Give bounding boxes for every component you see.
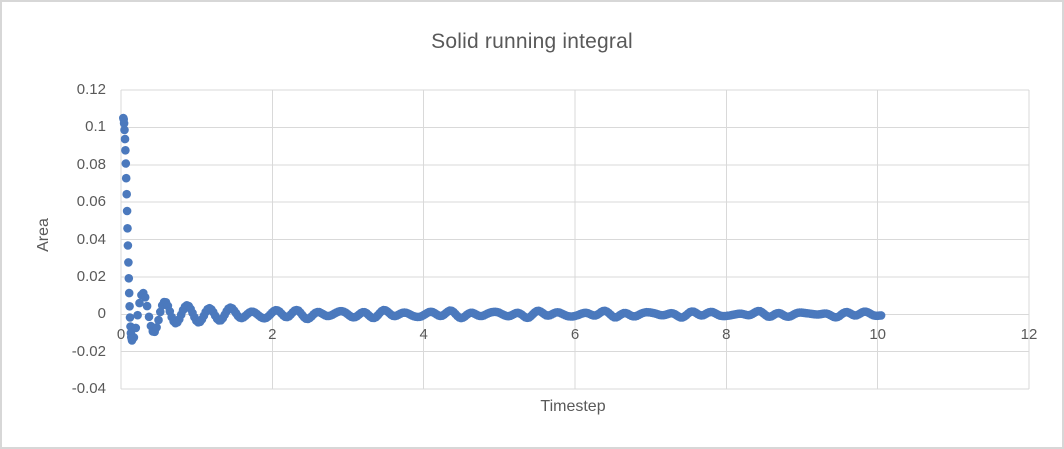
y-tick-label: 0.08 xyxy=(76,155,106,173)
y-tick-label: 0.06 xyxy=(76,193,106,211)
x-tick-label: 8 xyxy=(722,326,731,343)
data-point xyxy=(129,333,139,342)
data-point xyxy=(123,241,133,250)
data-point xyxy=(121,146,130,155)
data-point xyxy=(124,274,134,283)
x-tick-label: 12 xyxy=(1020,326,1038,343)
chart-title: Solid running integral xyxy=(431,30,633,53)
data-point xyxy=(131,323,141,333)
x-tick-label: 0 xyxy=(116,326,126,343)
data-point xyxy=(122,189,131,199)
data-point xyxy=(124,288,134,298)
data-point xyxy=(119,119,129,128)
data-point xyxy=(120,125,129,135)
data-point xyxy=(122,206,132,216)
y-tick-label: 0.02 xyxy=(76,267,106,285)
data-point xyxy=(142,301,152,311)
data-point xyxy=(876,311,886,320)
data-point xyxy=(123,224,132,233)
data-point xyxy=(120,134,130,144)
data-point xyxy=(156,307,165,317)
data-point xyxy=(152,323,161,332)
data-point xyxy=(135,298,144,308)
data-point xyxy=(125,313,135,322)
y-tick-label: 0.12 xyxy=(76,81,106,98)
y-tick-label: -0.02 xyxy=(71,342,106,360)
x-tick-label: 2 xyxy=(268,326,277,343)
data-point xyxy=(125,302,134,311)
data-point xyxy=(154,315,163,325)
y-tick-label: -0.04 xyxy=(71,380,106,397)
data-point xyxy=(144,312,154,322)
data-point xyxy=(124,258,133,267)
data-point xyxy=(140,293,150,302)
y-tick-label: 0.1 xyxy=(85,118,106,136)
y-tick-label: 0 xyxy=(97,305,106,323)
data-point xyxy=(133,310,142,320)
x-axis-title: Timestep xyxy=(540,398,606,415)
x-tick-label: 6 xyxy=(570,326,580,343)
x-tick-label: 4 xyxy=(419,326,428,343)
x-tick-label: 10 xyxy=(869,326,886,343)
data-point xyxy=(121,159,131,168)
gridlines xyxy=(120,89,1030,390)
scatter-series xyxy=(119,113,886,345)
y-tick-label: 0.04 xyxy=(76,230,106,248)
data-point xyxy=(121,173,131,183)
